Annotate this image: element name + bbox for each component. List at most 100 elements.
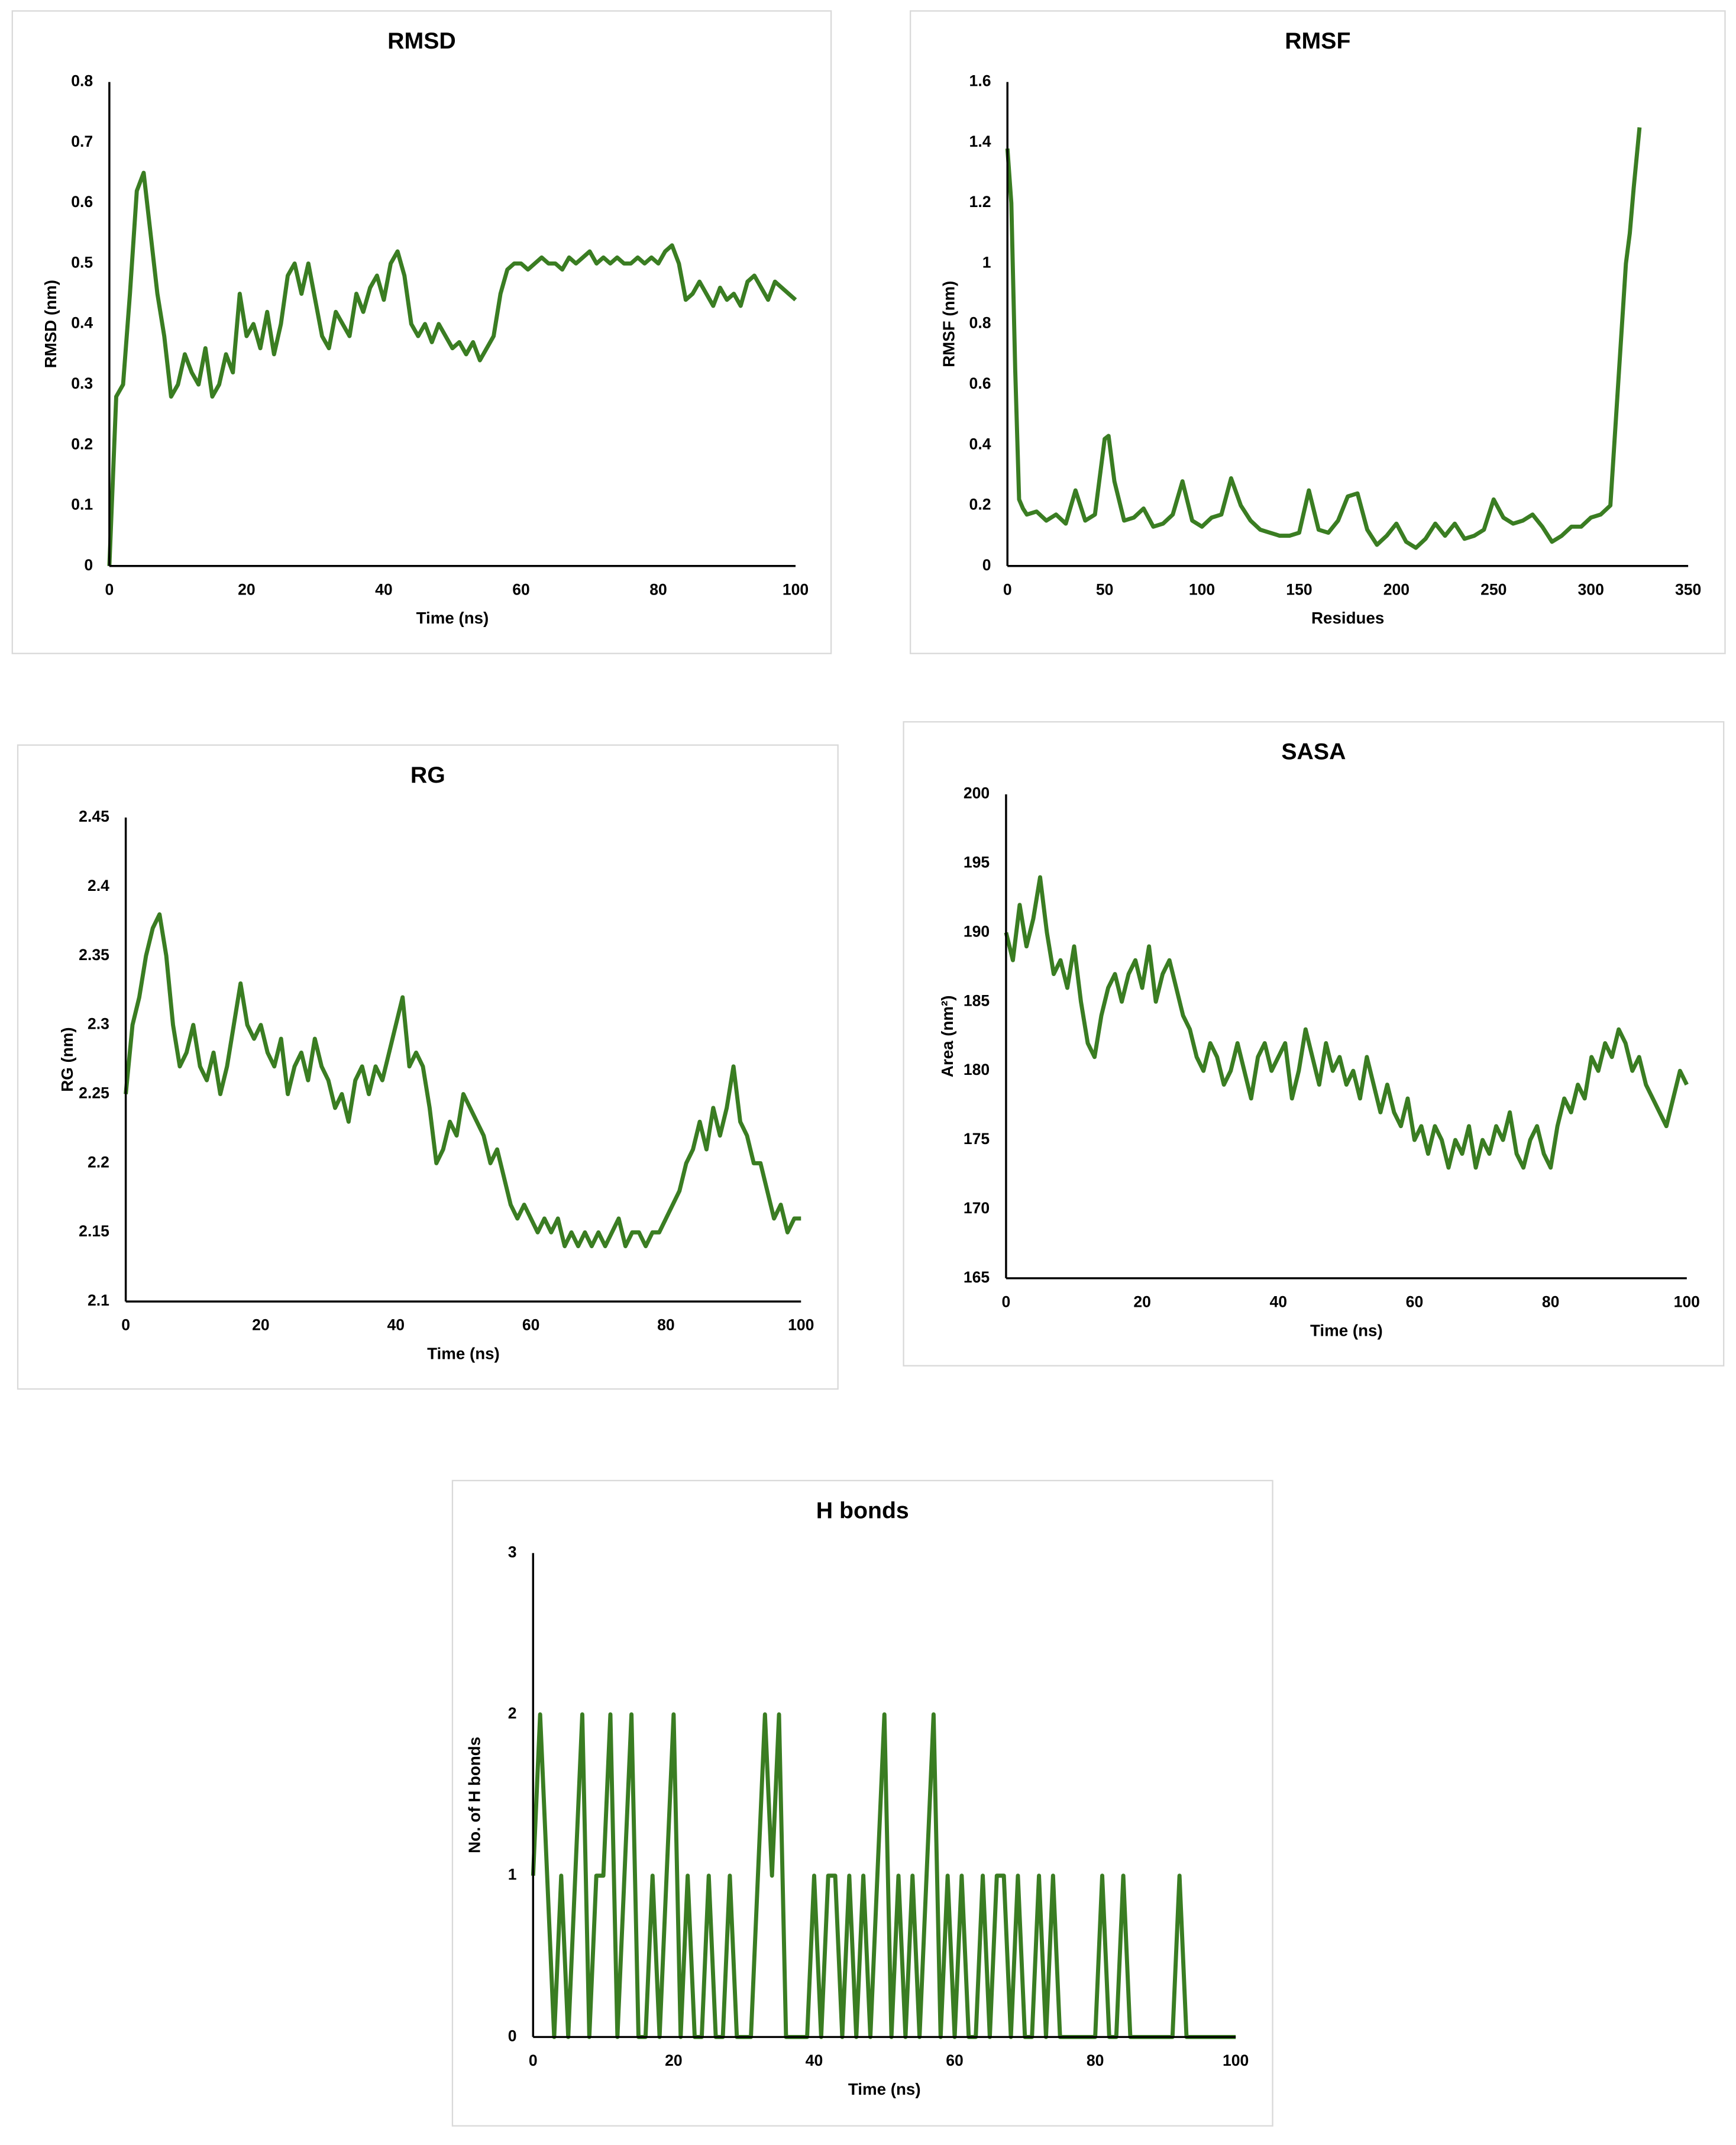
x-axis-label: Residues (1311, 609, 1384, 627)
y-axis-label: No. of H bonds (465, 1737, 484, 1853)
x-tick-label: 0 (121, 1316, 130, 1334)
data-line (107, 170, 797, 566)
y-tick-label: 1.2 (969, 193, 991, 211)
y-tick-label: 2.1 (88, 1291, 109, 1309)
data-line (531, 1712, 1236, 2039)
y-tick-label: 0 (508, 2027, 517, 2044)
x-tick-label: 40 (1269, 1293, 1287, 1310)
x-tick-label: 60 (1406, 1293, 1424, 1310)
y-tick-label: 0.4 (969, 435, 991, 453)
y-tick-label: 195 (964, 854, 990, 871)
y-tick-label: 0.3 (71, 374, 93, 392)
x-axis-label: Time (ns) (848, 2080, 921, 2098)
y-tick-label: 185 (964, 991, 990, 1009)
chart-title: RMSD (387, 28, 456, 54)
y-tick-label: 0.2 (969, 496, 991, 513)
x-tick-label: 40 (375, 580, 393, 598)
y-tick-label: 1 (508, 1866, 517, 1884)
y-tick-label: 0.8 (969, 314, 991, 332)
x-axis-label: Time (ns) (427, 1345, 500, 1363)
y-tick-label: 0.7 (71, 133, 93, 150)
x-tick-label: 50 (1096, 580, 1114, 598)
x-tick-label: 40 (387, 1316, 405, 1334)
y-axis-label: Area (nm²) (938, 995, 956, 1077)
x-tick-label: 100 (1223, 2052, 1249, 2069)
chart-panel: SASA 165 170 175 180 185 190 195 200 0 20 40 60 80 100… (903, 721, 1725, 1367)
y-tick-label: 2.4 (88, 877, 109, 894)
chart-title: H bonds (816, 1497, 909, 1523)
x-tick-label: 60 (522, 1316, 540, 1334)
x-tick-label: 60 (512, 580, 530, 598)
chart-panel: RMSD 0 0.1 0.2 0.3 0.4 0.5 0.6 0.7 0.8 0 20 40 60 80 10… (11, 10, 832, 654)
y-axis-label: RMSF (nm) (939, 281, 958, 367)
y-tick-label: 2.25 (79, 1084, 109, 1101)
y-tick-label: 2 (508, 1704, 517, 1722)
y-tick-label: 2.35 (79, 946, 109, 964)
x-tick-label: 20 (252, 1316, 270, 1334)
chart-title: SASA (1281, 739, 1346, 765)
x-tick-label: 80 (657, 1316, 675, 1334)
chart-panel: RMSF 0 0.2 0.4 0.6 0.8 1 1.2 1.4 1.6 0 50 100 150 200 2… (909, 10, 1726, 654)
y-tick-label: 180 (964, 1061, 990, 1078)
x-tick-label: 20 (665, 2052, 683, 2069)
x-tick-label: 200 (1383, 580, 1410, 598)
y-tick-label: 1.6 (969, 72, 991, 90)
y-tick-label: 0.8 (71, 72, 93, 90)
panel-frame (451, 1479, 1273, 2127)
data-line (124, 912, 801, 1249)
x-tick-label: 0 (529, 2052, 538, 2069)
y-tick-label: 1 (982, 253, 991, 271)
chart-title: RG (410, 762, 445, 788)
x-tick-label: 20 (238, 580, 256, 598)
x-tick-label: 0 (105, 580, 114, 598)
panel-frame (903, 721, 1725, 1367)
data-line (1004, 875, 1689, 1170)
y-tick-label: 0.2 (71, 435, 93, 453)
y-axis-label: RMSD (nm) (41, 280, 60, 368)
x-axis-label: Time (ns) (416, 609, 489, 627)
x-axis-label: Time (ns) (1310, 1321, 1383, 1339)
y-tick-label: 0 (982, 556, 991, 574)
x-tick-label: 60 (946, 2052, 964, 2069)
x-tick-label: 100 (1674, 1293, 1700, 1310)
chart-title: RMSF (1285, 28, 1350, 54)
x-tick-label: 350 (1675, 580, 1701, 598)
y-tick-label: 2.15 (79, 1222, 109, 1240)
y-tick-label: 1.4 (969, 133, 991, 150)
y-tick-label: 2.2 (88, 1153, 109, 1171)
y-tick-label: 190 (964, 922, 990, 940)
y-tick-label: 175 (964, 1130, 990, 1148)
x-tick-label: 100 (783, 580, 809, 598)
y-tick-label: 0.6 (969, 374, 991, 392)
chart-panel: RG 2.1 2.15 2.2 2.25 2.3 2.35 2.4 2.45 0 20 40 60 80 1… (17, 744, 839, 1390)
x-tick-label: 40 (806, 2052, 823, 2069)
panel-frame (909, 10, 1726, 654)
x-tick-label: 100 (1189, 580, 1215, 598)
y-tick-label: 170 (964, 1199, 990, 1217)
x-tick-label: 0 (1003, 580, 1012, 598)
y-tick-label: 0 (84, 556, 93, 574)
panel-frame (17, 744, 839, 1390)
y-tick-label: 0.1 (71, 496, 93, 513)
y-axis-label: RG (nm) (58, 1027, 76, 1091)
y-tick-label: 3 (508, 1543, 517, 1561)
y-tick-label: 0.4 (71, 314, 93, 332)
x-tick-label: 80 (649, 580, 667, 598)
y-tick-label: 165 (964, 1268, 990, 1286)
y-tick-label: 200 (964, 784, 990, 802)
x-tick-label: 80 (1542, 1293, 1560, 1310)
y-tick-label: 0.6 (71, 193, 93, 211)
y-tick-label: 0.5 (71, 253, 93, 271)
y-tick-label: 2.3 (88, 1015, 109, 1033)
x-tick-label: 80 (1087, 2052, 1104, 2069)
x-tick-label: 300 (1578, 580, 1604, 598)
x-tick-label: 250 (1480, 580, 1507, 598)
x-tick-label: 20 (1133, 1293, 1151, 1310)
x-tick-label: 150 (1286, 580, 1312, 598)
x-tick-label: 100 (788, 1316, 814, 1334)
chart-panel: H bonds 0 1 2 3 0 20 40 60 80 100 Time (ns) No. of H… (451, 1479, 1273, 2127)
y-tick-label: 2.45 (79, 807, 109, 825)
x-tick-label: 0 (1002, 1293, 1011, 1310)
